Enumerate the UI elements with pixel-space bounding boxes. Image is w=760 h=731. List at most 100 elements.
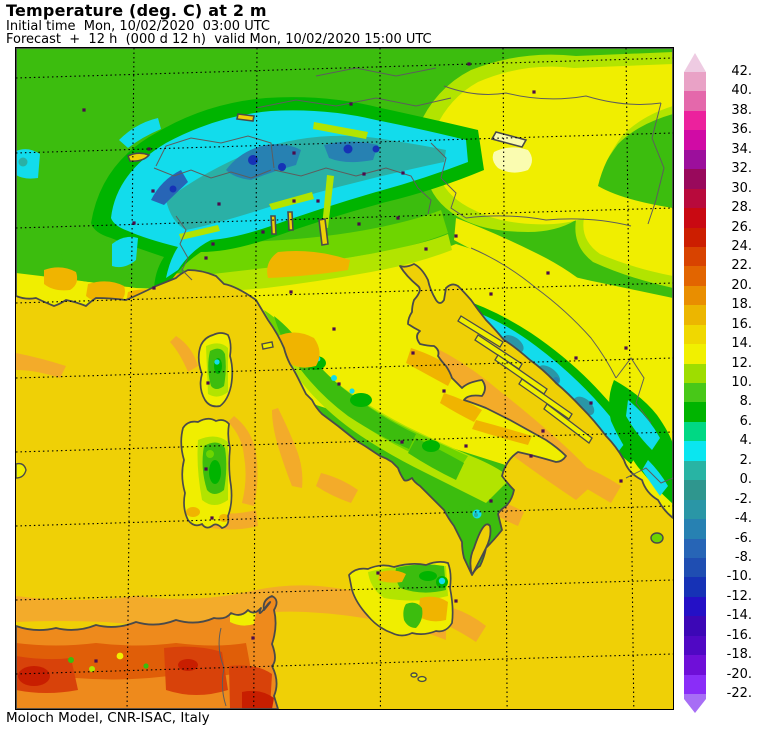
city-dot bbox=[204, 467, 208, 471]
city-dot bbox=[211, 242, 215, 246]
city-dot bbox=[589, 401, 593, 405]
colorbar-tick-label: 28. bbox=[731, 200, 752, 216]
city-dot bbox=[541, 429, 545, 433]
colorbar-tick-label: -12. bbox=[726, 588, 752, 604]
colorbar-tick-label: -6. bbox=[734, 530, 752, 546]
city-dot bbox=[151, 189, 155, 193]
colorbar-tick-label: -10. bbox=[726, 569, 752, 585]
city-dot bbox=[337, 382, 341, 386]
city-dot bbox=[489, 292, 493, 296]
city-dot bbox=[94, 659, 98, 663]
colorbar-band bbox=[684, 305, 706, 326]
colorbar-band bbox=[684, 110, 706, 131]
city-dot bbox=[467, 62, 471, 66]
city-dot bbox=[619, 479, 623, 483]
colorbar-band bbox=[684, 635, 706, 656]
europe-coastline bbox=[16, 48, 673, 576]
colorbar-tick-label: 0. bbox=[739, 472, 752, 488]
city-dot bbox=[489, 499, 493, 503]
grid-parallel bbox=[16, 579, 673, 601]
city-dot bbox=[349, 102, 353, 106]
colorbar-tick-label: 10. bbox=[731, 375, 752, 390]
city-dot bbox=[82, 108, 86, 112]
colorbar-band bbox=[684, 72, 706, 92]
colorbar-band bbox=[684, 577, 706, 598]
city-dot bbox=[132, 221, 136, 225]
city-dot bbox=[396, 216, 400, 220]
colorbar-tick-label: 34. bbox=[731, 141, 752, 157]
initial-time-line: Initial time Mon, 10/02/2020 03:00 UTC bbox=[6, 19, 270, 34]
colorbar-tick-label: -4. bbox=[734, 511, 752, 527]
city-dot bbox=[210, 516, 214, 520]
city-dot bbox=[357, 222, 361, 226]
grid-parallel bbox=[16, 357, 673, 379]
temperature-map bbox=[15, 47, 674, 710]
city-dot bbox=[261, 230, 265, 234]
colorbar-band bbox=[684, 421, 706, 442]
colorbar-band bbox=[684, 499, 706, 520]
colorbar-tick-label: -16. bbox=[726, 627, 752, 643]
colorbar-band bbox=[684, 208, 706, 228]
map-title: Temperature (deg. C) at 2 m bbox=[6, 1, 267, 20]
city-dot bbox=[204, 256, 208, 260]
colorbar-tick-label: -22. bbox=[726, 686, 752, 701]
colorbar-tick-label: -14. bbox=[726, 608, 752, 624]
colorbar-tick-label: 4. bbox=[739, 433, 752, 449]
colorbar-band bbox=[684, 596, 706, 617]
colorbar-band bbox=[684, 188, 706, 209]
colorbar-band bbox=[684, 266, 706, 287]
colorbar-tick-label: 38. bbox=[731, 102, 752, 118]
colorbar-band bbox=[684, 324, 706, 345]
colorbar-band bbox=[684, 285, 706, 306]
colorbar-tick-label: 32. bbox=[731, 161, 752, 177]
colorbar-band bbox=[684, 363, 706, 384]
colorbar-tick-label: 6. bbox=[739, 413, 752, 429]
grid-parallel bbox=[16, 653, 673, 675]
colorbar-tick-label: 26. bbox=[731, 219, 752, 235]
city-dot bbox=[292, 151, 296, 155]
colorbar-tick-label: 20. bbox=[731, 277, 752, 293]
city-dot bbox=[532, 90, 536, 94]
city-dot bbox=[424, 247, 428, 251]
city-dot bbox=[442, 389, 446, 393]
colorbar-tick-label: 40. bbox=[731, 83, 752, 99]
colorbar-band bbox=[684, 246, 706, 267]
city-dot bbox=[147, 147, 151, 151]
city-dot bbox=[624, 346, 628, 350]
grid-parallel bbox=[16, 431, 673, 453]
grid-parallel bbox=[16, 132, 673, 154]
sardinia-fields bbox=[186, 436, 229, 522]
grid-parallel bbox=[16, 505, 673, 527]
city-dot bbox=[400, 440, 404, 444]
colorbar-below-min-stub bbox=[684, 694, 706, 699]
city-dot bbox=[454, 234, 458, 238]
colorbar-tick-label: 2. bbox=[739, 452, 752, 468]
city-dot bbox=[152, 286, 156, 290]
country-borders bbox=[153, 67, 673, 484]
grid-parallel bbox=[16, 282, 673, 304]
colorbar-tick-label: 30. bbox=[731, 180, 752, 196]
colorbar-band bbox=[684, 480, 706, 501]
colorbar-band bbox=[684, 402, 706, 423]
colorbar-band bbox=[684, 344, 706, 365]
colorbar-band bbox=[684, 91, 706, 112]
colorbar-above-max-arrow bbox=[684, 53, 706, 72]
grid-parallel bbox=[16, 207, 673, 229]
city-dot bbox=[529, 454, 533, 458]
city-dot bbox=[574, 356, 578, 360]
colorbar-tick-label: -8. bbox=[734, 549, 752, 565]
colorbar-band bbox=[684, 149, 706, 170]
city-dot bbox=[251, 636, 255, 640]
corsica-coastline bbox=[197, 332, 234, 408]
lakes bbox=[126, 113, 528, 246]
colorbar-band bbox=[684, 227, 706, 248]
colorbar-tick-label: 16. bbox=[731, 316, 752, 332]
colorbar-band bbox=[684, 460, 706, 481]
city-dot bbox=[316, 199, 320, 203]
city-dot bbox=[289, 290, 293, 294]
colorbar-tick-label: 36. bbox=[731, 122, 752, 138]
grid-parallel bbox=[16, 57, 673, 79]
colorbar-below-min-arrow bbox=[684, 699, 706, 713]
colorbar-tick-label: 42. bbox=[731, 64, 752, 79]
